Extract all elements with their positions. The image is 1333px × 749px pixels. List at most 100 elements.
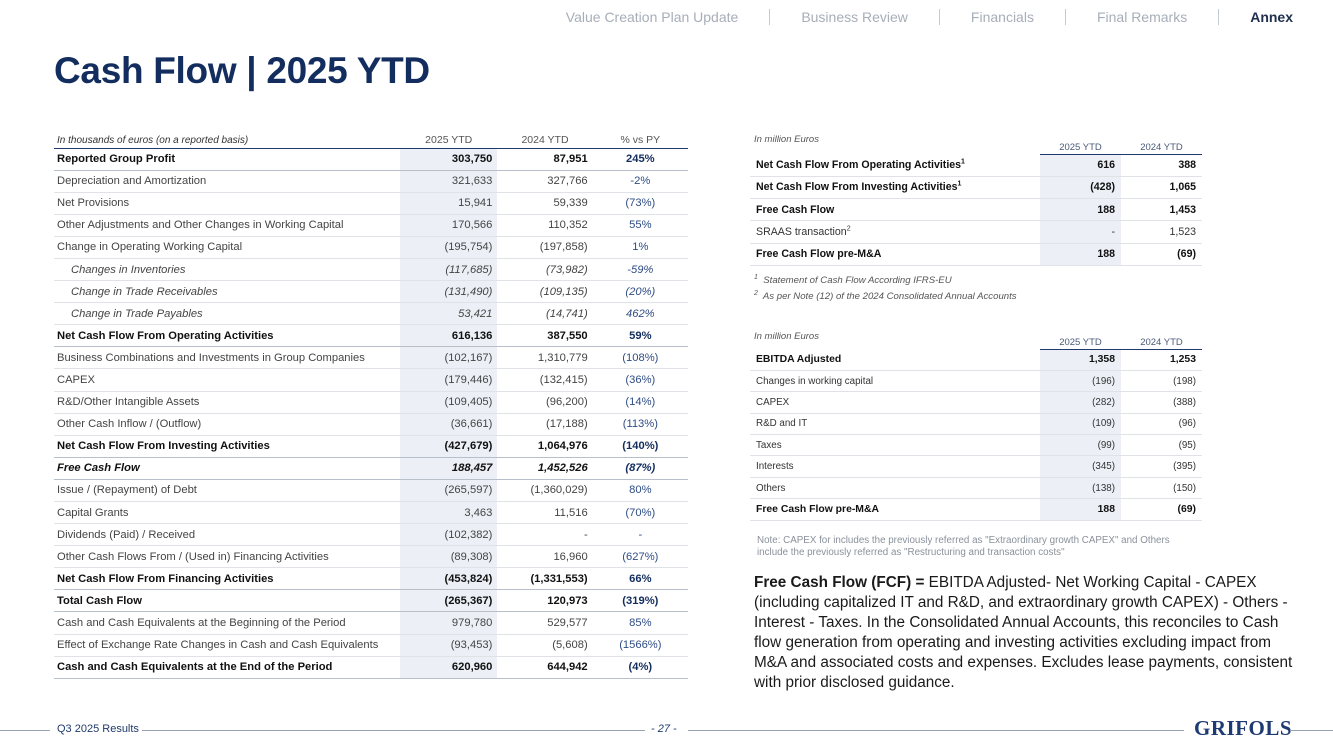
summary-col-2024: 2024 YTD (1121, 141, 1202, 155)
table-row: Reported Group Profit 303,750 87,951 245% (54, 148, 688, 171)
value-pct: 55% (592, 214, 688, 237)
top-nav: Value Creation Plan Update Business Revi… (535, 9, 1293, 25)
row-label: Net Cash Flow From Financing Activities (54, 567, 401, 591)
value-2025: 321,633 (400, 170, 498, 193)
value-2025: 616 (1040, 154, 1121, 177)
nav-item-final-remarks[interactable]: Final Remarks (1064, 9, 1218, 25)
value-2024: 388 (1121, 154, 1202, 177)
row-label: Capital Grants (54, 501, 401, 525)
cash-flow-table: In thousands of euros (on a reported bas… (54, 133, 688, 679)
nav-item-business-review[interactable]: Business Review (769, 9, 939, 25)
table-row: Issue / (Repayment) of Debt (265,597) (1,3… (54, 479, 688, 503)
row-label: CAPEX (54, 368, 401, 392)
ebitda-header-spacer (750, 336, 1040, 349)
nav-item-annex[interactable]: Annex (1218, 9, 1293, 25)
value-pct: 59% (592, 324, 688, 348)
value-2025: 188,457 (400, 457, 498, 480)
table-row: Depreciation and Amortization 321,633 327,… (54, 170, 688, 193)
value-2024: (109,135) (497, 280, 593, 304)
row-label: Interests (750, 455, 1040, 478)
nav-item-value-creation[interactable]: Value Creation Plan Update (565, 9, 739, 25)
summary-row: SRAAS transaction2-1,523 (750, 220, 1202, 244)
value-2024: (395) (1121, 455, 1202, 478)
value-2024: (96,200) (497, 391, 593, 414)
ebitda-bridge-table: 2025 YTD 2024 YTD EBITDA Adjusted 1,358 1,… (750, 336, 1202, 521)
value-2025: 188 (1040, 198, 1121, 222)
value-pct: (627%) (592, 545, 688, 569)
ebitda-row: Changes in working capital (196) (198) (750, 370, 1202, 393)
value-pct: (87%) (592, 457, 688, 480)
value-2024: 387,550 (497, 324, 593, 348)
value-2024: 1,523 (1121, 220, 1202, 244)
table-row: R&D/Other Intangible Assets (109,405) (96,… (54, 391, 688, 414)
row-label: SRAAS transaction2 (750, 220, 1040, 244)
value-2024: (1,331,553) (497, 567, 593, 591)
value-pct: (140%) (592, 435, 688, 458)
value-2025: (102,167) (400, 346, 498, 370)
row-label: EBITDA Adjusted (750, 349, 1040, 371)
value-2025: (179,446) (400, 368, 498, 392)
table-row: Change in Trade Payables 53,421 (14,741) 46… (54, 302, 688, 326)
value-2025: - (1040, 220, 1121, 244)
value-2025: 620,960 (400, 656, 498, 679)
value-2024: (96) (1121, 413, 1202, 436)
table-row: Other Adjustments and Other Changes in W… (54, 214, 688, 237)
row-label: Cash and Cash Equivalents at the Beginni… (54, 611, 401, 635)
value-2025: (131,490) (400, 280, 498, 304)
value-2024: 1,452,526 (497, 457, 593, 480)
row-label: Change in Trade Payables (54, 302, 401, 326)
table-row: Free Cash Flow 188,457 1,452,526 (87%) (54, 457, 688, 480)
summary-row: Free Cash Flow 188 1,453 (750, 198, 1202, 222)
row-label: Other Cash Inflow / (Outflow) (54, 413, 401, 436)
fcf-term: Free Cash Flow (FCF) = (754, 574, 925, 591)
value-2025: (109) (1040, 413, 1121, 436)
ebitda-table-caption: In million Euros (754, 331, 819, 342)
ebitda-col-2024: 2024 YTD (1121, 336, 1202, 350)
row-label: Issue / (Repayment) of Debt (54, 479, 401, 503)
value-2025: (99) (1040, 434, 1121, 457)
value-2025: 53,421 (400, 302, 498, 326)
nav-item-financials[interactable]: Financials (938, 9, 1065, 25)
ebitda-col-2025: 2025 YTD (1040, 336, 1121, 350)
grifols-logo: GRIFOLS (1194, 716, 1293, 740)
units-label: In thousands of euros (on a reported bas… (54, 133, 401, 149)
summary-row: Net Cash Flow From Operating Activities1… (750, 154, 1202, 177)
row-label: Change in Operating Working Capital (54, 236, 401, 259)
value-2024: 1,065 (1121, 176, 1202, 200)
value-2025: (428) (1040, 176, 1121, 200)
row-label: Total Cash Flow (54, 589, 401, 613)
value-2025: (195,754) (400, 236, 498, 259)
value-pct: (14%) (592, 391, 688, 414)
value-2024: (95) (1121, 434, 1202, 457)
col-header-2024: 2024 YTD (497, 133, 593, 149)
row-label: Net Cash Flow From Operating Activities (54, 324, 401, 348)
value-2024: 1,064,976 (497, 435, 593, 458)
value-2024: (5,608) (497, 634, 593, 657)
value-2024: 110,352 (497, 214, 593, 237)
value-pct: (108%) (592, 346, 688, 370)
table-row: Net Cash Flow From Operating Activities 6… (54, 324, 688, 348)
value-2024: (198) (1121, 370, 1202, 393)
value-pct: 245% (592, 148, 688, 171)
value-2024: (132,415) (497, 368, 593, 392)
table-row: Cash and Cash Equivalents at the Beginni… (54, 611, 688, 635)
row-label: Taxes (750, 434, 1040, 457)
value-2024: 11,516 (497, 501, 593, 525)
value-2025: 979,780 (400, 611, 498, 635)
row-label: Net Provisions (54, 192, 401, 215)
row-label: Depreciation and Amortization (54, 170, 401, 193)
row-label: Cash and Cash Equivalents at the End of … (54, 656, 401, 679)
value-2024: 1,310,779 (497, 346, 593, 370)
row-label: CAPEX (750, 391, 1040, 414)
value-2024: (69) (1121, 243, 1202, 266)
value-2024: (388) (1121, 391, 1202, 414)
value-2024: 1,253 (1121, 349, 1202, 371)
value-pct: 462% (592, 302, 688, 326)
value-2025: 1,358 (1040, 349, 1121, 371)
table-row: Effect of Exchange Rate Changes in Cash … (54, 634, 688, 657)
row-label: R&D/Other Intangible Assets (54, 391, 401, 414)
footer-line-left (0, 730, 50, 731)
value-2024: (69) (1121, 498, 1202, 521)
value-2024: 120,973 (497, 589, 593, 613)
fcf-definition: Free Cash Flow (FCF) = EBITDA Adjusted- … (754, 573, 1302, 693)
